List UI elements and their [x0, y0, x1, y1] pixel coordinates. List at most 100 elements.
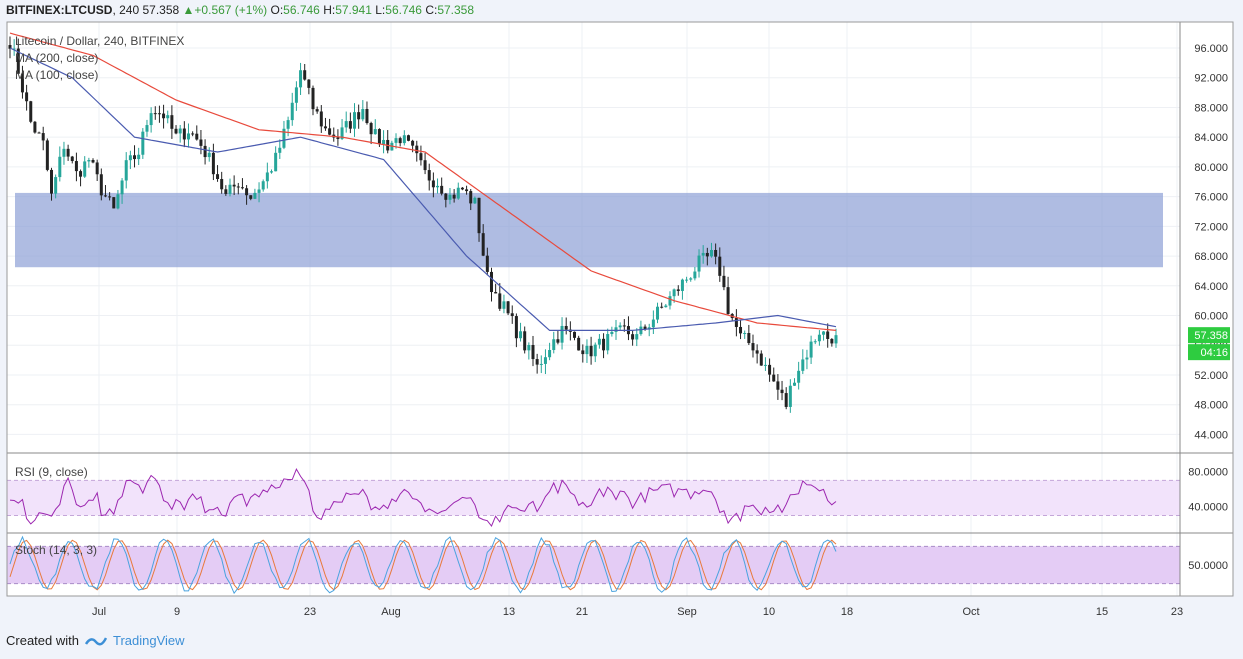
- candle-body: [319, 111, 323, 127]
- candle-body: [788, 385, 792, 407]
- candle-body: [602, 338, 606, 351]
- candles: [8, 36, 838, 413]
- x-tick-label: Jul: [92, 606, 106, 618]
- candle-body: [166, 115, 170, 119]
- candle-body: [485, 255, 489, 272]
- candle-body: [37, 132, 41, 134]
- candle-body: [817, 334, 821, 342]
- candle-body: [328, 128, 332, 135]
- candle-body: [203, 145, 207, 158]
- candle-body: [755, 350, 759, 354]
- candle-body: [41, 133, 45, 141]
- candle-body: [415, 145, 419, 154]
- stoch-band: [7, 546, 1180, 584]
- candle-body: [705, 252, 709, 257]
- candle-body: [809, 341, 813, 358]
- candle-body: [348, 121, 352, 129]
- candle-body: [95, 162, 99, 175]
- candle-body: [489, 271, 493, 293]
- candle-body: [523, 331, 527, 351]
- candle-body: [411, 140, 415, 146]
- candle-body: [427, 170, 431, 181]
- candle-body: [149, 113, 153, 126]
- candle-body: [394, 138, 398, 143]
- up-arrow-icon: ▲: [182, 3, 195, 17]
- candle-body: [606, 334, 610, 351]
- candle-body: [651, 319, 655, 328]
- candle-body: [58, 156, 62, 178]
- candle-body: [402, 135, 406, 144]
- candle-body: [62, 148, 66, 157]
- candle-body: [108, 196, 112, 198]
- tradingview-logo-icon: [84, 636, 107, 645]
- candle-body: [220, 179, 224, 190]
- tradingview-link[interactable]: TradingView: [112, 633, 185, 648]
- candle-body: [676, 289, 680, 291]
- open-value: 56.746: [283, 3, 320, 17]
- candle-body: [469, 191, 473, 204]
- candle-body: [444, 193, 448, 200]
- candle-body: [780, 389, 784, 394]
- candle-body: [685, 279, 689, 281]
- candle-body: [635, 334, 639, 340]
- candle-body: [452, 194, 456, 199]
- low-label: L:: [375, 3, 386, 17]
- candle-body: [174, 128, 178, 134]
- symbol-header: BITFINEX:LTCUSD, 240 57.358 ▲+0.567 (+1%…: [6, 3, 475, 17]
- candle-body: [481, 233, 485, 256]
- candle-body: [419, 153, 423, 161]
- candle-body: [826, 331, 830, 339]
- rsi-title: RSI (9, close): [15, 465, 88, 479]
- candle-body: [278, 147, 282, 153]
- candle-body: [776, 381, 780, 390]
- candle-body: [768, 364, 772, 375]
- resistance-zone: [15, 192, 1163, 268]
- candle-body: [718, 256, 722, 276]
- candle-body: [228, 184, 232, 194]
- candle-body: [805, 357, 809, 360]
- candle-body: [519, 331, 523, 339]
- close-label: C:: [425, 3, 438, 17]
- candle-body: [103, 195, 107, 197]
- candle-body: [29, 101, 33, 122]
- y-tick-label: 88.000: [1194, 102, 1228, 114]
- candle-body: [274, 152, 278, 172]
- price-tag-label: 57.358: [1194, 330, 1228, 342]
- candle-body: [460, 187, 464, 190]
- rsi-tick-40: 40.0000: [1188, 502, 1228, 514]
- candle-body: [373, 129, 377, 135]
- price-tag-box: [1188, 327, 1230, 344]
- candle-body: [265, 172, 269, 182]
- candle-body: [257, 189, 261, 193]
- candle-body: [199, 139, 203, 146]
- candle-body: [216, 174, 220, 180]
- candle-body: [170, 115, 174, 129]
- y-tick-label: 48.000: [1194, 400, 1228, 412]
- candle-body: [91, 159, 95, 163]
- x-tick-label: Oct: [962, 606, 979, 618]
- candle-body: [133, 155, 137, 160]
- y-tick-label: 68.000: [1194, 251, 1228, 263]
- candle-body: [182, 128, 186, 140]
- legend-ma100: MA (100, close): [15, 68, 99, 82]
- candle-body: [813, 341, 817, 343]
- candle-body: [186, 133, 190, 140]
- candle-body: [311, 87, 315, 110]
- candle-body: [747, 333, 751, 344]
- candle-body: [701, 252, 705, 256]
- candle-body: [282, 128, 286, 148]
- candle-body: [120, 180, 124, 195]
- candle-body: [610, 331, 614, 335]
- x-tick-label: 18: [841, 606, 853, 618]
- candle-body: [502, 301, 506, 309]
- last-price: 57.358: [142, 3, 180, 17]
- candle-body: [714, 249, 718, 257]
- open-label: O:: [270, 3, 284, 17]
- candle-body: [573, 331, 577, 338]
- candle-body: [128, 155, 132, 161]
- candle-body: [191, 133, 195, 135]
- candle-body: [83, 161, 87, 177]
- candle-body: [406, 135, 410, 141]
- candle-body: [8, 45, 12, 49]
